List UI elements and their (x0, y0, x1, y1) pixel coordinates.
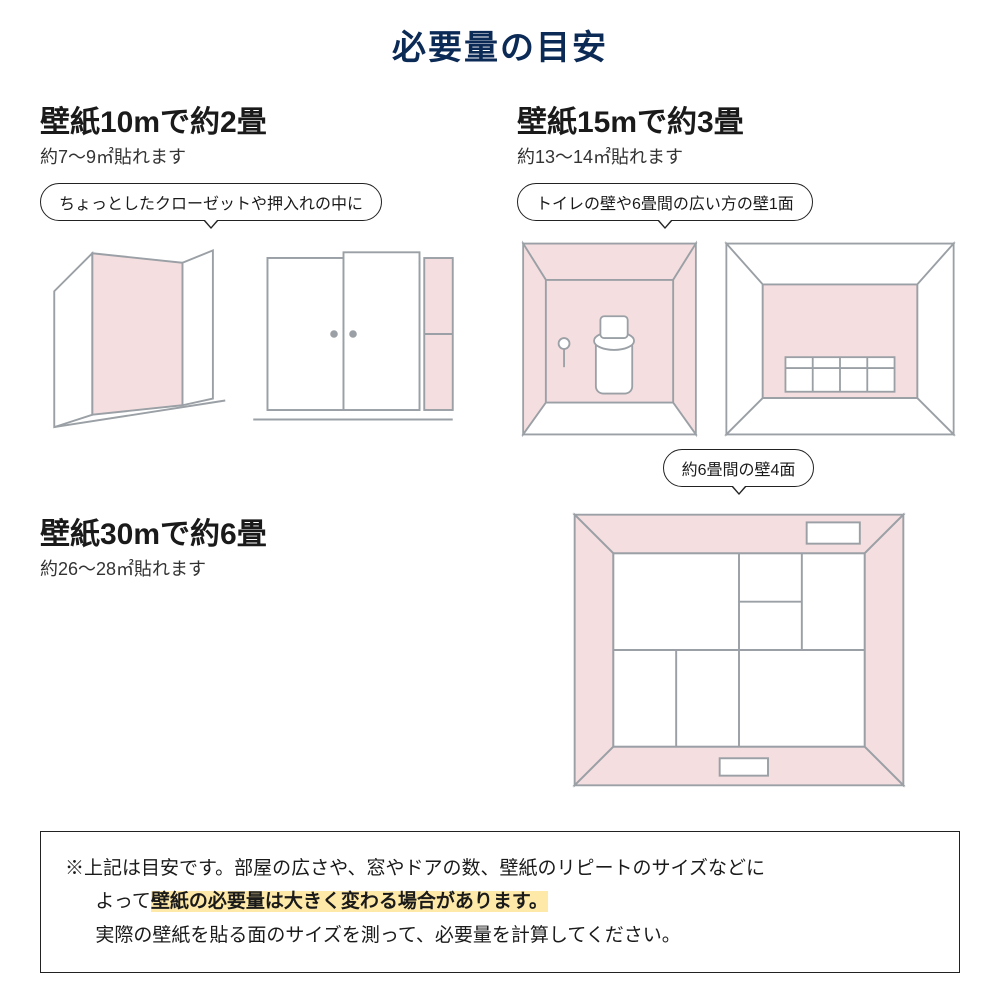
sub-15m: 約13〜14㎡貼れます (517, 143, 960, 169)
toilet-room-icon (517, 239, 702, 439)
heading-10m: 壁紙10mで約2畳 (40, 97, 477, 141)
note-line2-highlight: 壁紙の必要量は大きく変わる場合があります。 (151, 891, 548, 912)
room-one-wall-icon (720, 239, 960, 439)
note-line2: よって壁紙の必要量は大きく変わる場合があります。 (65, 885, 935, 918)
room-four-walls-icon (559, 505, 919, 795)
sub-10m: 約7〜9㎡貼れます (40, 143, 477, 169)
bubble-30m: 約6畳間の壁4面 (663, 449, 815, 487)
bubble-15m: トイレの壁や6畳間の広い方の壁1面 (517, 183, 813, 221)
section-10m: 壁紙10mで約2畳 約7〜9㎡貼れます ちょっとしたクローゼットや押入れの中に (40, 97, 477, 439)
heading-30m: 壁紙30mで約6畳 (40, 509, 477, 553)
closet-icon (40, 239, 230, 429)
sections-grid: 壁紙10mで約2畳 約7〜9㎡貼れます ちょっとしたクローゼットや押入れの中に (40, 97, 960, 795)
section-15m: 壁紙15mで約3畳 約13〜14㎡貼れます トイレの壁や6畳間の広い方の壁1面 (517, 97, 960, 439)
section-30m: 壁紙30mで約6畳 約26〜28㎡貼れます (40, 509, 477, 795)
note-line3: 実際の壁紙を貼る面のサイズを測って、必要量を計算してください。 (65, 919, 935, 952)
section-30m-illus: 約6畳間の壁4面 (517, 449, 960, 795)
note-box: ※上記は目安です。部屋の広さや、窓やドアの数、壁紙のリピートのサイズなどに よっ… (40, 831, 960, 973)
note-line1: ※上記は目安です。部屋の広さや、窓やドアの数、壁紙のリピートのサイズなどに (65, 852, 935, 885)
note-line2-pre: よって (95, 891, 150, 912)
bubble-10m: ちょっとしたクローゼットや押入れの中に (40, 183, 382, 221)
sub-30m: 約26〜28㎡貼れます (40, 555, 477, 581)
heading-15m: 壁紙15mで約3畳 (517, 97, 960, 141)
page-title: 必要量の目安 (40, 20, 960, 69)
sliding-door-icon (248, 239, 458, 429)
